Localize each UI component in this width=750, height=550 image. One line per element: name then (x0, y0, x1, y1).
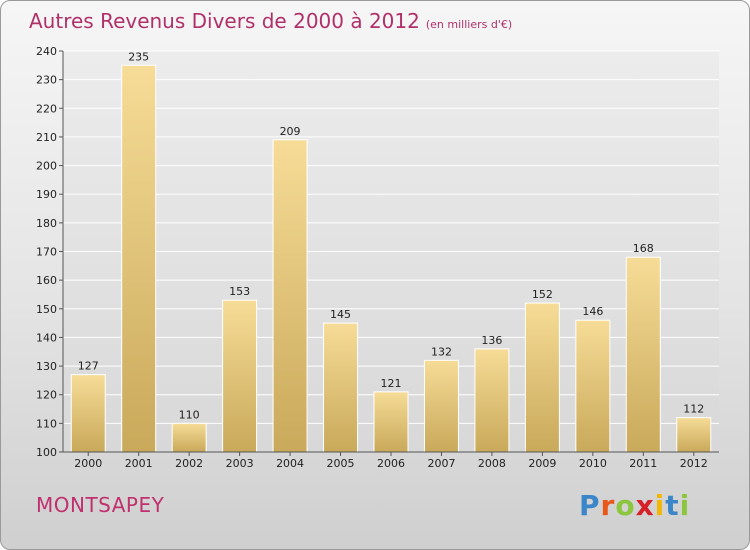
bar-2009 (524, 302, 560, 453)
bar-2010 (575, 319, 611, 453)
logo-letter: i (679, 489, 691, 522)
chart-title-unit: (en milliers d'€) (425, 18, 513, 31)
y-tick-label: 230 (36, 74, 57, 87)
x-tick-label-2010: 2010 (579, 457, 607, 470)
y-tick-label: 120 (36, 389, 57, 402)
x-tick-label-2011: 2011 (629, 457, 657, 470)
bar-2011 (625, 256, 661, 453)
bar-2007 (423, 359, 459, 453)
y-tick-label: 150 (36, 303, 57, 316)
bar-2008 (474, 348, 510, 453)
value-label-2006: 121 (381, 377, 402, 390)
x-tick-label-2012: 2012 (680, 457, 708, 470)
value-label-2010: 146 (582, 305, 603, 318)
bar-2003 (222, 299, 258, 453)
logo-letter: x (635, 489, 655, 522)
value-label-2007: 132 (431, 345, 452, 358)
bar-2000 (70, 374, 106, 453)
x-tick-label-2006: 2006 (377, 457, 405, 470)
y-tick-label: 200 (36, 160, 57, 173)
chart-title-text: Autres Revenus Divers de 2000 à 2012 (29, 9, 420, 33)
x-tick-label-2005: 2005 (327, 457, 355, 470)
value-label-2012: 112 (683, 403, 704, 416)
bar-2002 (171, 422, 207, 453)
x-tick-label-2009: 2009 (528, 457, 556, 470)
chart-title: Autres Revenus Divers de 2000 à 2012 (en … (29, 9, 512, 33)
value-label-2011: 168 (633, 242, 654, 255)
y-tick-label: 100 (36, 446, 57, 459)
x-tick-label-2008: 2008 (478, 457, 506, 470)
x-tick-label-2001: 2001 (125, 457, 153, 470)
logo-letter: o (615, 489, 636, 522)
value-label-2004: 209 (280, 125, 301, 138)
value-label-2008: 136 (481, 334, 502, 347)
bar-2004 (272, 139, 308, 453)
x-tick-label-2007: 2007 (427, 457, 455, 470)
bar-2012 (676, 417, 712, 453)
value-label-2002: 110 (179, 408, 200, 421)
y-tick-label: 190 (36, 188, 57, 201)
bars: 127 235 110 153 209 145 121 132 136 152 146 168 112 (70, 50, 712, 453)
x-tick-label-2002: 2002 (175, 457, 203, 470)
x-tick-label-2003: 2003 (226, 457, 254, 470)
y-tick-label: 130 (36, 360, 57, 373)
y-tick-label: 160 (36, 274, 57, 287)
y-tick-label: 240 (36, 45, 57, 58)
x-tick-label-2004: 2004 (276, 457, 304, 470)
logo-letter: t (665, 489, 680, 522)
logo-letter: i (654, 489, 666, 522)
y-tick-label: 220 (36, 102, 57, 115)
bar-2005 (323, 322, 359, 453)
logo-letter: r (600, 489, 616, 522)
value-label-2003: 153 (229, 285, 250, 298)
grid-lines (63, 50, 719, 452)
bar-2001 (121, 64, 157, 453)
value-label-2000: 127 (78, 360, 99, 373)
bar-2006 (373, 391, 409, 453)
y-tick-label: 180 (36, 217, 57, 230)
proxiti-logo: Proxiti (579, 489, 690, 522)
value-label-2001: 235 (128, 50, 149, 63)
y-tick-label: 140 (36, 331, 57, 344)
commune-name: MONTSAPEY (36, 493, 165, 517)
axes: 100 110 120 130 140 150 160 170 180 190 200 210 220 2… (36, 45, 719, 470)
x-tick-label-2000: 2000 (74, 457, 102, 470)
value-label-2005: 145 (330, 308, 351, 321)
y-tick-label: 170 (36, 246, 57, 259)
y-tick-label: 110 (36, 417, 57, 430)
value-label-2009: 152 (532, 288, 553, 301)
logo-letter: P (579, 489, 601, 522)
y-tick-label: 210 (36, 131, 57, 144)
